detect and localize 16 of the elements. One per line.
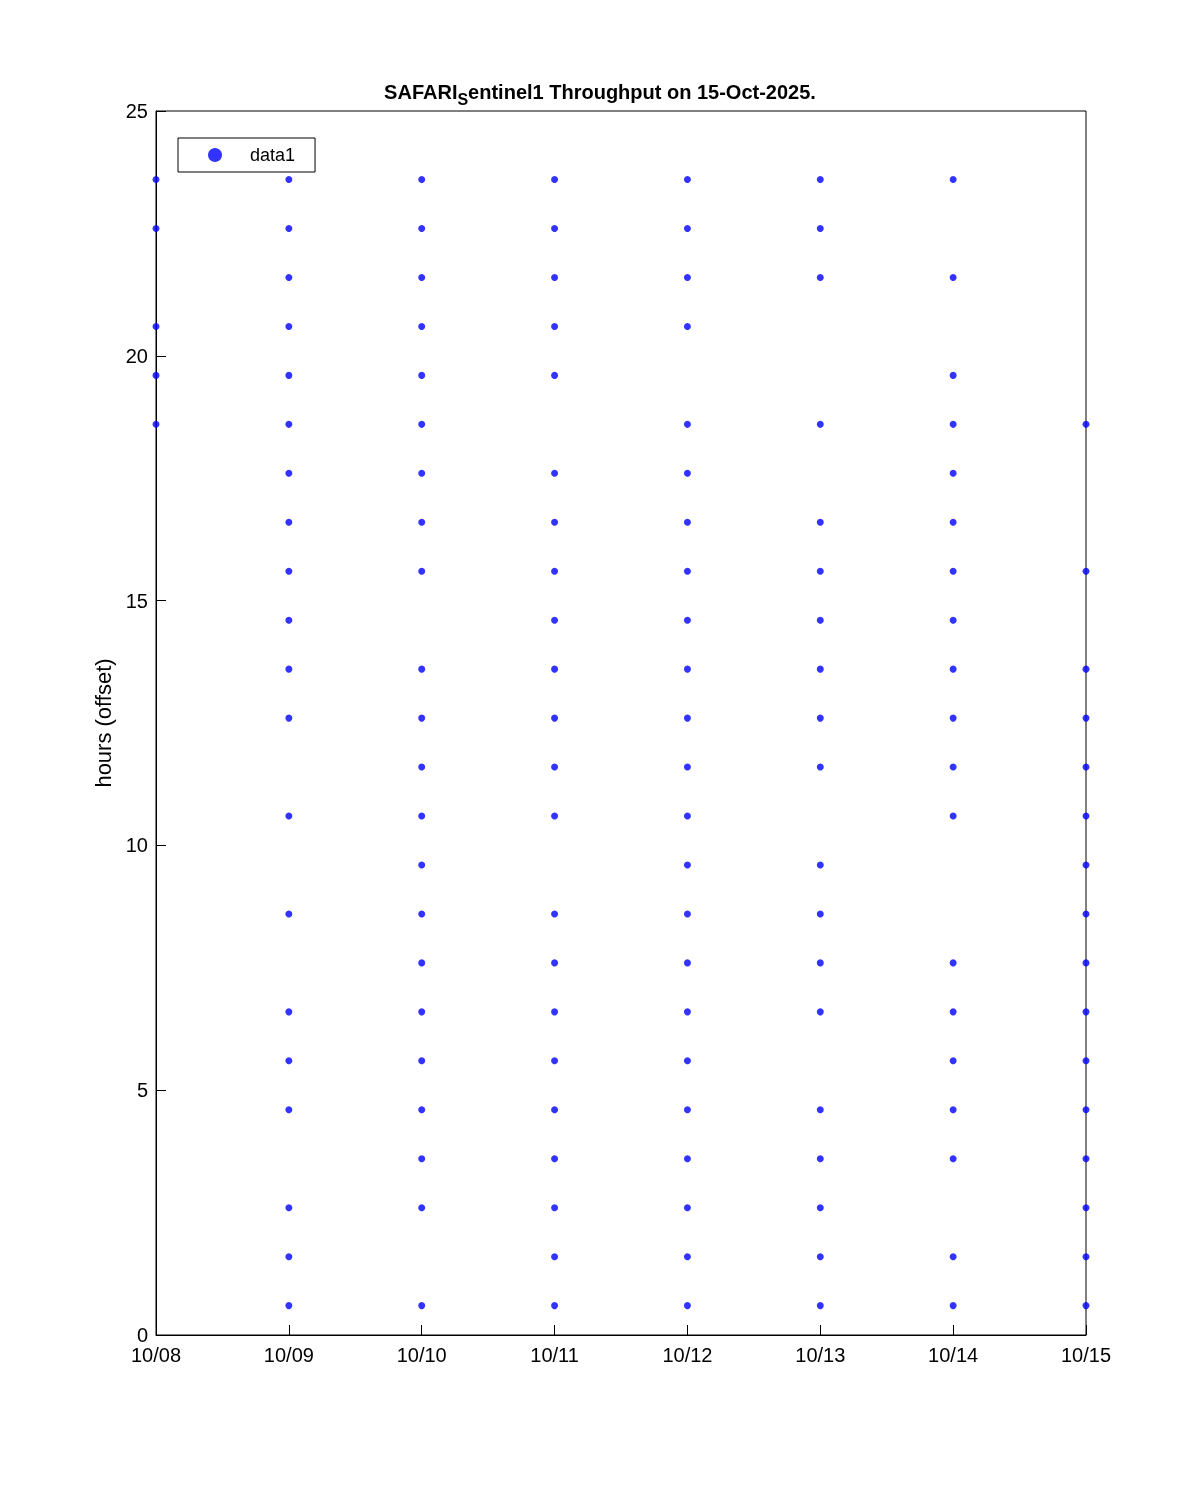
y-axis-title: hours (offset): [91, 658, 117, 788]
x-tick-label: 10/09: [263, 1344, 314, 1366]
x-tick-label: 10/15: [1060, 1344, 1112, 1366]
x-tick-label: 10/10: [396, 1344, 447, 1366]
y-tick-label: 15: [125, 589, 148, 612]
x-tick-label: 10/12: [662, 1344, 713, 1366]
x-tick-label: 10/11: [530, 1344, 579, 1366]
y-tick-label: 10: [125, 834, 148, 857]
x-tick-label: 10/08: [130, 1344, 182, 1366]
y-tick-label: 0: [136, 1324, 148, 1346]
y-tick-label: 5: [136, 1079, 148, 1102]
legend-label: data1: [250, 145, 296, 165]
y-tick-label: 25: [125, 100, 148, 122]
x-tick-label: 10/14: [928, 1344, 979, 1366]
x-tick-label: 10/13: [795, 1344, 846, 1366]
y-tick-label: 20: [125, 344, 148, 367]
